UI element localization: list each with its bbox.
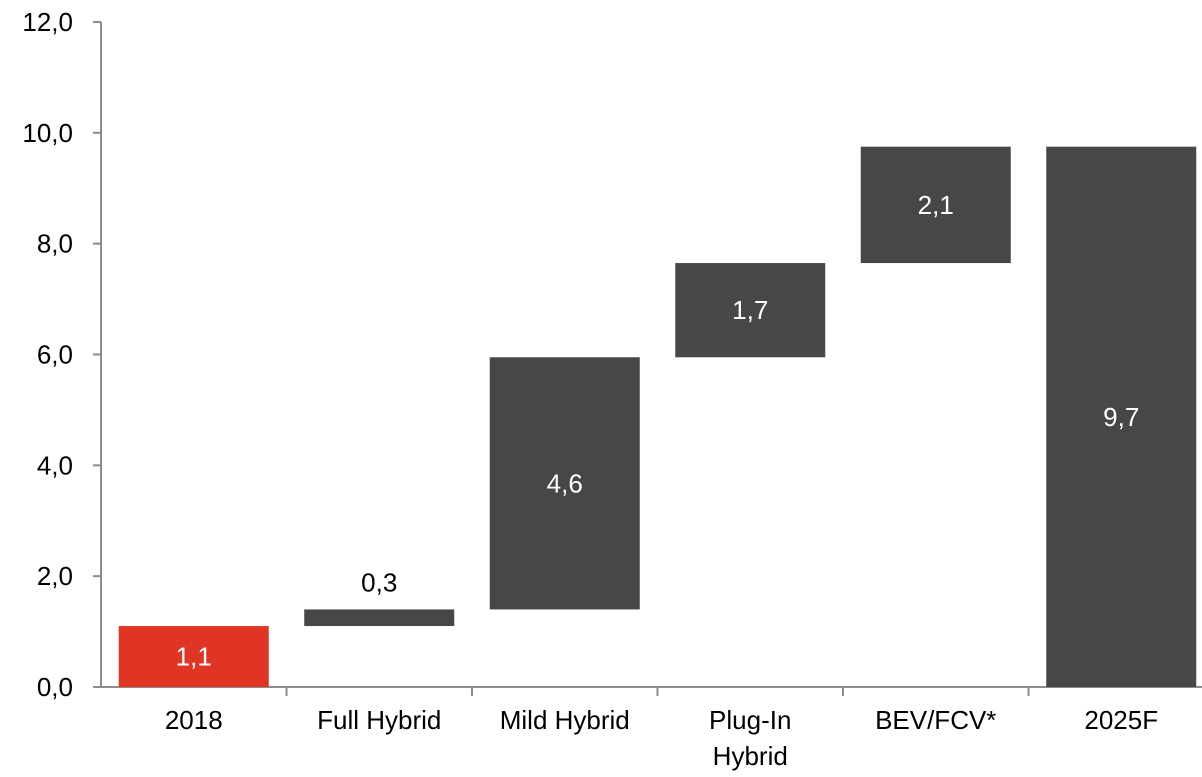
bar-2025f — [1046, 146, 1197, 687]
x-axis: 2018 Full Hybrid Mild Hybrid Plug-In Hybrid B… — [101, 686, 1202, 771]
x-tick-label: BEV/FCV* — [875, 705, 996, 735]
x-tick-label: Plug-In — [709, 705, 791, 735]
bars — [118, 146, 1197, 687]
data-label: 2,1 — [918, 190, 954, 220]
bar-plug-in-hybrid — [675, 263, 826, 358]
bar-full-hybrid — [304, 609, 455, 627]
y-tick-label: 8,0 — [37, 229, 73, 259]
data-labels: 1,1 0,3 4,6 1,7 2,1 9,7 — [176, 190, 1140, 672]
x-tick-label: Mild Hybrid — [500, 705, 630, 735]
y-tick-label: 6,0 — [37, 340, 73, 370]
y-axis: 0,0 2,0 4,0 6,0 8,0 10,0 12,0 — [22, 7, 102, 702]
y-tick-label: 2,0 — [37, 561, 73, 591]
data-label: 0,3 — [361, 567, 397, 597]
x-tick-label: 2018 — [165, 705, 223, 735]
data-label: 4,6 — [547, 468, 583, 498]
bar-2018 — [118, 626, 269, 687]
x-tick-label: 2025F — [1084, 705, 1158, 735]
y-tick-label: 12,0 — [22, 7, 73, 37]
y-tick-label: 10,0 — [22, 118, 73, 148]
bar-mild-hybrid — [489, 357, 640, 610]
data-label: 9,7 — [1103, 402, 1139, 432]
data-label: 1,1 — [176, 642, 212, 672]
y-tick-label: 0,0 — [37, 672, 73, 702]
x-tick-label: Hybrid — [713, 741, 788, 771]
x-tick-label: Full Hybrid — [317, 705, 441, 735]
y-tick-label: 4,0 — [37, 450, 73, 480]
data-label: 1,7 — [732, 295, 768, 325]
bar-bev-fcv- — [860, 146, 1011, 264]
